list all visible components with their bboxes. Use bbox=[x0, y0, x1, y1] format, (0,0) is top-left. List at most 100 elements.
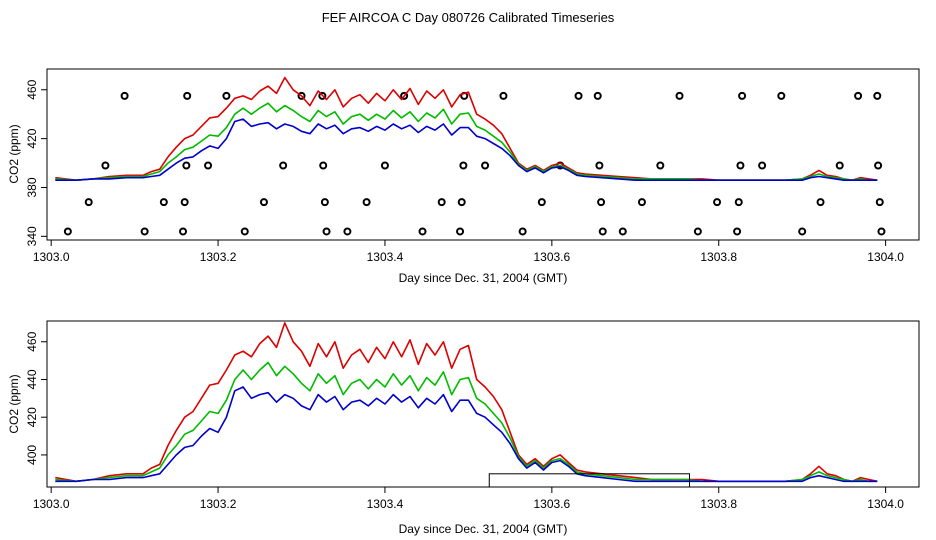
marker-point bbox=[418, 227, 427, 236]
series-group-bottom bbox=[55, 322, 878, 483]
marker-point bbox=[758, 161, 767, 170]
marker-point bbox=[675, 91, 684, 100]
y-tick-label-bottom: 420 bbox=[25, 407, 39, 427]
marker-point bbox=[120, 91, 129, 100]
x-axis-label-bottom: Day since Dec. 31, 2004 (GMT) bbox=[399, 522, 568, 536]
marker-group-top bbox=[63, 91, 886, 236]
marker-point bbox=[437, 198, 446, 207]
x-axis-label-top: Day since Dec. 31, 2004 (GMT) bbox=[399, 271, 568, 285]
x-tick-label-bottom: 1303.8 bbox=[700, 497, 737, 511]
marker-point bbox=[222, 91, 231, 100]
marker-point bbox=[140, 227, 149, 236]
x-tick-group-top: 1303.0 1303.2 1303.4 1303.6 1303.8 1304.0 bbox=[33, 240, 904, 264]
plot-frame-bottom bbox=[46, 320, 920, 488]
marker-point bbox=[380, 161, 389, 170]
x-tick-label-top: 1303.2 bbox=[200, 250, 237, 264]
y-tick-label-top: 460 bbox=[25, 79, 39, 99]
marker-point bbox=[499, 91, 508, 100]
marker-point bbox=[259, 198, 268, 207]
x-tick-label-bottom: 1304.0 bbox=[867, 497, 904, 511]
marker-point bbox=[593, 91, 602, 100]
y-axis-label-bottom: CO2 (ppm) bbox=[7, 374, 21, 433]
marker-point bbox=[595, 161, 604, 170]
x-tick-label-bottom: 1303.6 bbox=[533, 497, 570, 511]
marker-point bbox=[318, 91, 327, 100]
marker-point bbox=[179, 227, 188, 236]
panel-top: 1303.0 1303.2 1303.4 1303.6 1303.8 1304.0 340… bbox=[7, 68, 920, 285]
marker-point bbox=[322, 227, 331, 236]
marker-point bbox=[182, 161, 191, 170]
plot-frame-top bbox=[46, 68, 920, 241]
marker-point bbox=[279, 161, 288, 170]
series-blue-bottom bbox=[55, 386, 878, 483]
marker-point bbox=[734, 198, 743, 207]
y-tick-label-top: 340 bbox=[25, 226, 39, 246]
marker-point bbox=[537, 198, 546, 207]
inset-box bbox=[488, 473, 691, 488]
panel-bottom: 1303.0 1303.2 1303.4 1303.6 1303.8 1304.0 400… bbox=[7, 320, 920, 536]
marker-point bbox=[84, 198, 93, 207]
marker-point bbox=[456, 227, 465, 236]
marker-point bbox=[343, 227, 352, 236]
marker-point bbox=[798, 227, 807, 236]
y-tick-group-top: 340 380 420 460 bbox=[25, 79, 47, 246]
marker-point bbox=[618, 227, 627, 236]
x-tick-label-top: 1303.0 bbox=[33, 250, 70, 264]
marker-point bbox=[481, 161, 490, 170]
marker-point bbox=[733, 227, 742, 236]
marker-point bbox=[597, 198, 606, 207]
series-group-top bbox=[55, 76, 878, 181]
marker-point bbox=[457, 198, 466, 207]
y-tick-label-top: 420 bbox=[25, 128, 39, 148]
x-tick-label-top: 1303.4 bbox=[367, 250, 404, 264]
series-blue-top bbox=[55, 118, 878, 181]
marker-point bbox=[873, 91, 882, 100]
marker-point bbox=[874, 161, 883, 170]
marker-point bbox=[713, 198, 722, 207]
marker-point bbox=[877, 227, 886, 236]
marker-point bbox=[736, 161, 745, 170]
series-red-bottom bbox=[55, 322, 878, 483]
marker-point bbox=[180, 198, 189, 207]
marker-point bbox=[400, 91, 409, 100]
y-axis-label-top: CO2 (ppm) bbox=[7, 124, 21, 183]
marker-point bbox=[574, 91, 583, 100]
marker-point bbox=[693, 227, 702, 236]
marker-point bbox=[518, 227, 527, 236]
y-tick-label-bottom: 400 bbox=[25, 445, 39, 465]
marker-point bbox=[319, 161, 328, 170]
y-tick-label-bottom: 440 bbox=[25, 369, 39, 389]
marker-point bbox=[598, 227, 607, 236]
marker-point bbox=[656, 161, 665, 170]
marker-point bbox=[63, 227, 72, 236]
x-tick-label-top: 1304.0 bbox=[867, 250, 904, 264]
marker-point bbox=[459, 161, 468, 170]
marker-point bbox=[637, 198, 646, 207]
y-tick-label-top: 380 bbox=[25, 177, 39, 197]
marker-point bbox=[159, 198, 168, 207]
marker-point bbox=[777, 91, 786, 100]
marker-point bbox=[204, 161, 213, 170]
y-tick-label-bottom: 460 bbox=[25, 331, 39, 351]
x-tick-label-bottom: 1303.0 bbox=[33, 497, 70, 511]
x-tick-label-top: 1303.8 bbox=[700, 250, 737, 264]
series-green-bottom bbox=[55, 361, 878, 483]
x-tick-label-top: 1303.6 bbox=[533, 250, 570, 264]
marker-point bbox=[101, 161, 110, 170]
marker-point bbox=[183, 91, 192, 100]
y-tick-group-bottom: 400 420 440 460 bbox=[25, 331, 47, 465]
x-tick-group-bottom: 1303.0 1303.2 1303.4 1303.6 1303.8 1304.0 bbox=[33, 487, 904, 511]
x-tick-label-bottom: 1303.2 bbox=[200, 497, 237, 511]
marker-point bbox=[362, 198, 371, 207]
marker-point bbox=[875, 198, 884, 207]
marker-point bbox=[320, 198, 329, 207]
marker-point bbox=[854, 91, 863, 100]
marker-point bbox=[240, 227, 249, 236]
series-green-top bbox=[55, 102, 878, 181]
figure-title: FEF AIRCOA C Day 080726 Calibrated Times… bbox=[322, 10, 615, 25]
marker-point bbox=[835, 161, 844, 170]
x-tick-label-bottom: 1303.4 bbox=[367, 497, 404, 511]
marker-point bbox=[816, 198, 825, 207]
marker-point bbox=[738, 91, 747, 100]
